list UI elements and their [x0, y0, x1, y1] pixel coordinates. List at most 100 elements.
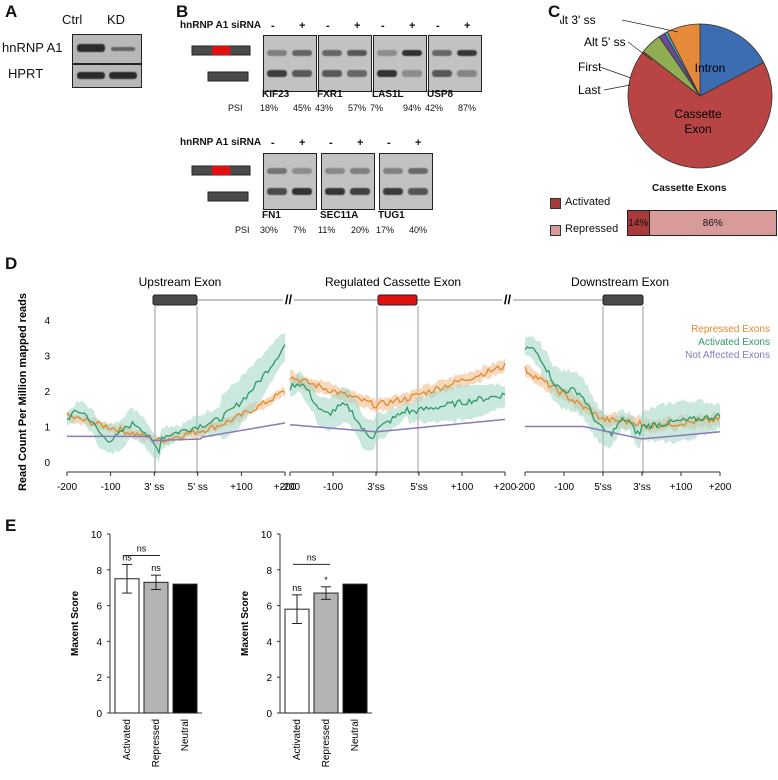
rt-pcr-gel	[379, 153, 433, 210]
rt-pcr-gel	[373, 35, 427, 92]
panel-letter-c: C	[548, 2, 561, 21]
pie-slice	[627, 51, 773, 169]
minus-sign: -	[387, 137, 391, 149]
sirna-label-row1: hnRNP A1 siRNA	[180, 20, 262, 31]
bar	[342, 583, 368, 714]
y-tick-label: 4	[266, 637, 272, 648]
psi-value: 11%	[318, 225, 336, 235]
bar	[313, 592, 339, 714]
exon-schematic-row2	[191, 165, 251, 202]
gene-label: TUG1	[378, 210, 405, 221]
cassette-exons-title: Cassette Exons	[652, 183, 727, 194]
legend-entry: Repressed Exons	[691, 324, 770, 335]
legend-label-activated: Activated	[565, 196, 611, 208]
plus-sign: +	[357, 137, 364, 149]
plus-sign: +	[299, 20, 306, 32]
psi-value: 7%	[293, 225, 307, 235]
pie-label: Cassette	[674, 107, 722, 121]
y-tick-label: 2	[96, 673, 102, 684]
bracket-label: ns	[137, 543, 147, 553]
minus-sign: -	[271, 20, 275, 32]
gene-label: LAS1L	[372, 89, 404, 100]
y-tick-label: 8	[266, 566, 272, 577]
rt-pcr-gel	[263, 153, 317, 210]
segment-title: Regulated Cassette Exon	[325, 275, 461, 289]
exon-schematic-row1	[191, 45, 251, 82]
x-tick-label: -100	[323, 482, 343, 493]
minus-sign: -	[381, 20, 385, 32]
psi-value: 94%	[403, 103, 422, 113]
legend-label-repressed: Repressed	[565, 223, 619, 235]
minus-sign: -	[436, 20, 440, 32]
pie-label: Last	[578, 83, 601, 97]
rt-pcr-gel	[321, 153, 375, 210]
exon-box	[602, 294, 644, 306]
x-tick-label: +200	[274, 482, 297, 493]
category-label: Activated	[292, 719, 303, 760]
segment-title: Downstream Exon	[571, 275, 669, 289]
x-tick-label: -200	[515, 482, 535, 493]
x-tick-label: -100	[101, 482, 121, 493]
x-tick-label: 5' ss	[188, 482, 208, 493]
category-label: Neutral	[180, 719, 191, 751]
pie-slice	[699, 23, 765, 97]
plus-sign: +	[354, 20, 361, 32]
y-tick-label: 0	[44, 458, 50, 469]
pie-slice	[666, 23, 701, 97]
legend-entry: Activated Exons	[698, 337, 770, 348]
rt-pcr-gel	[263, 35, 317, 92]
gene-label: USP8	[427, 89, 454, 100]
sirna-label-row2: hnRNP A1 siRNA	[180, 137, 262, 148]
category-label: Activated	[122, 719, 133, 760]
psi-value: 20%	[351, 225, 370, 235]
pie-label: First	[578, 60, 602, 74]
y-tick-label: 3	[44, 352, 50, 363]
x-tick-label: -200	[280, 482, 300, 493]
significance-label: *	[324, 575, 328, 585]
metagene-ylabel: Read Count Per Million mapped reads	[17, 293, 29, 491]
y-tick-label: 2	[266, 673, 272, 684]
plus-sign: +	[299, 137, 306, 149]
y-tick-label: 10	[261, 530, 273, 541]
y-tick-label: 0	[96, 709, 102, 720]
maxent-bar-charts: 0 2 4 6 8 10 Maxent Score ns Activated ns Represse…	[70, 530, 372, 767]
series-activated-band	[290, 371, 505, 451]
x-tick-label: +100	[451, 482, 474, 493]
x-tick-label: 3'ss	[633, 482, 650, 493]
x-tick-label: +200	[709, 482, 732, 493]
gene-label: SEC11A	[320, 210, 359, 221]
x-tick-label: 3' ss	[144, 482, 164, 493]
y-tick-label: 8	[96, 566, 102, 577]
bar-segment-repressed: 86%	[648, 211, 776, 235]
panel-letter-a: A	[5, 2, 18, 21]
bar	[284, 608, 310, 714]
gene-label: KIF23	[262, 89, 290, 100]
x-tick-label: -200	[57, 482, 77, 493]
y-tick-label: 6	[96, 602, 102, 613]
exon-box	[152, 294, 198, 306]
psi-value: 87%	[458, 103, 477, 113]
segment-title: Upstream Exon	[139, 275, 222, 289]
category-label: Neutral	[350, 719, 361, 751]
plus-sign: +	[415, 137, 422, 149]
psi-value: 43%	[315, 103, 334, 113]
y-tick-label: 6	[266, 602, 272, 613]
panel-letter-d: D	[5, 254, 18, 273]
legend-swatch-repressed	[550, 225, 561, 236]
significance-label: ns	[151, 563, 161, 573]
y-tick-label: 0	[266, 709, 272, 720]
series-not-affected-line	[67, 422, 286, 442]
stacked-bar-cassette: 14% 86%	[627, 210, 777, 236]
bar	[143, 581, 169, 714]
psi-value: 42%	[425, 103, 444, 113]
bar-label-repressed: 86%	[702, 217, 723, 229]
psi-label-row1: PSI	[228, 103, 243, 113]
bar-chart-ylabel: Maxent Score	[240, 591, 251, 656]
pie-label: Alt 3' ss	[560, 13, 596, 27]
bar	[114, 578, 140, 714]
gene-label: FXR1	[317, 89, 343, 100]
psi-value: 57%	[348, 103, 367, 113]
bar-chart-ylabel: Maxent Score	[70, 591, 81, 656]
psi-value: 40%	[409, 225, 428, 235]
